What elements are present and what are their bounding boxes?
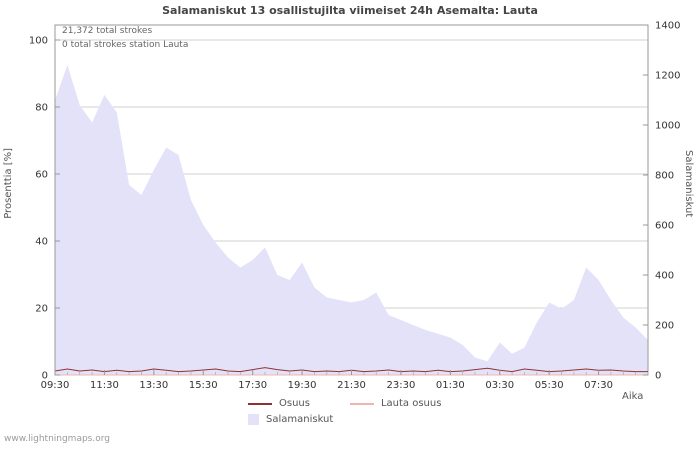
svg-text:20: 20: [35, 304, 48, 315]
svg-text:01:30: 01:30: [436, 380, 465, 391]
svg-text:800: 800: [655, 171, 674, 182]
svg-text:600: 600: [655, 221, 674, 232]
legend-label-lauta-osuus: Lauta osuus: [380, 398, 442, 409]
svg-text:17:30: 17:30: [238, 380, 267, 391]
svg-text:200: 200: [655, 321, 674, 332]
svg-text:03:30: 03:30: [485, 380, 514, 391]
salamaniskut-area-swatch: [248, 414, 259, 425]
svg-text:19:30: 19:30: [288, 380, 317, 391]
legend-item-osuus: Osuus: [248, 398, 310, 409]
legend: Osuus Lauta osuus Salamaniskut: [248, 398, 441, 430]
watermark-link: www.lightningmaps.org: [4, 434, 110, 444]
legend-item-salamaniskut: Salamaniskut: [248, 414, 333, 425]
svg-text:80: 80: [35, 103, 48, 114]
legend-row-lines: Osuus Lauta osuus: [248, 398, 441, 409]
annotation-station-strokes: 0 total strokes station Lauta: [62, 40, 189, 50]
svg-text:0: 0: [655, 371, 661, 382]
chart-title: Salamaniskut 13 osallistujilta viimeiset…: [162, 4, 538, 17]
svg-text:07:30: 07:30: [584, 380, 613, 391]
svg-text:21:30: 21:30: [337, 380, 366, 391]
legend-label-salamaniskut: Salamaniskut: [266, 414, 334, 425]
svg-text:40: 40: [35, 237, 48, 248]
svg-text:1000: 1000: [655, 121, 680, 132]
svg-text:1200: 1200: [655, 71, 680, 82]
lightning-activity-chart: 020406080100020040060080010001200140009:…: [29, 21, 681, 392]
osuus-line-swatch: [248, 402, 272, 405]
y-right-axis-label: Salamaniskut: [683, 150, 694, 218]
y-left-axis-label: Prosenttia [%]: [3, 148, 14, 219]
svg-text:100: 100: [29, 36, 48, 47]
svg-text:05:30: 05:30: [535, 380, 564, 391]
svg-text:0: 0: [42, 371, 48, 382]
svg-text:15:30: 15:30: [189, 380, 218, 391]
annotation-total-strokes: 21,372 total strokes: [62, 26, 153, 36]
x-axis-label: Aika: [622, 391, 644, 402]
lauta-osuus-line-swatch: [349, 402, 374, 405]
svg-text:11:30: 11:30: [90, 380, 119, 391]
legend-item-lauta-osuus: Lauta osuus: [349, 398, 442, 409]
svg-text:23:30: 23:30: [387, 380, 416, 391]
svg-text:1400: 1400: [655, 21, 680, 32]
legend-row-area: Salamaniskut: [248, 414, 441, 425]
svg-text:60: 60: [35, 170, 48, 181]
legend-label-osuus: Osuus: [279, 398, 310, 409]
svg-text:09:30: 09:30: [41, 380, 70, 391]
svg-text:400: 400: [655, 271, 674, 282]
svg-text:13:30: 13:30: [139, 380, 168, 391]
